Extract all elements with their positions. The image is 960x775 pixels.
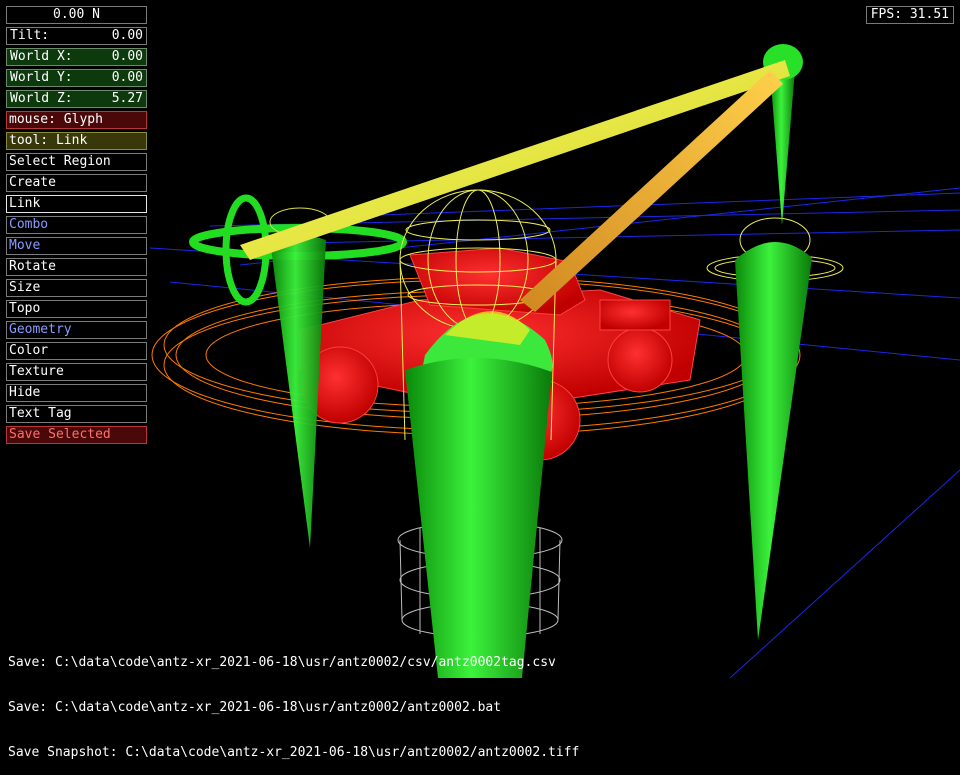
tilt-label: Tilt: bbox=[10, 28, 50, 43]
3d-viewport[interactable] bbox=[0, 0, 960, 678]
green-center-glyph bbox=[405, 311, 553, 678]
world-x-label: World X: bbox=[10, 49, 73, 64]
menu-hide[interactable]: Hide bbox=[6, 384, 147, 402]
menu-link[interactable]: Link bbox=[6, 195, 147, 213]
console-log: Save: C:\data\code\antz-xr_2021-06-18\us… bbox=[8, 625, 579, 775]
menu-move[interactable]: Move bbox=[6, 237, 147, 255]
console-line: Save: C:\data\code\antz-xr_2021-06-18\us… bbox=[8, 655, 556, 670]
menu-rotate[interactable]: Rotate bbox=[6, 258, 147, 276]
menu-create[interactable]: Create bbox=[6, 174, 147, 192]
world-y-label: World Y: bbox=[10, 70, 73, 85]
menu-size[interactable]: Size bbox=[6, 279, 147, 297]
menu-combo[interactable]: Combo bbox=[6, 216, 147, 234]
world-y-value: 0.00 bbox=[111, 70, 143, 85]
world-x-value: 0.00 bbox=[111, 49, 143, 64]
hud-panel: 0.00 N Tilt: 0.00 World X: 0.00 World Y:… bbox=[6, 6, 147, 447]
world-x-readout: World X: 0.00 bbox=[6, 48, 147, 66]
world-z-readout: World Z: 5.27 bbox=[6, 90, 147, 108]
menu-texture[interactable]: Texture bbox=[6, 363, 147, 381]
force-readout: 0.00 N bbox=[6, 6, 147, 24]
menu-save-selected[interactable]: Save Selected bbox=[6, 426, 147, 444]
menu-topo[interactable]: Topo bbox=[6, 300, 147, 318]
link-rods bbox=[240, 60, 790, 312]
console-line: Save: C:\data\code\antz-xr_2021-06-18\us… bbox=[8, 700, 502, 715]
wire-glyph-bottom bbox=[397, 521, 563, 638]
menu-text-tag[interactable]: Text Tag bbox=[6, 405, 147, 423]
tool-mode-button[interactable]: tool: Link bbox=[6, 132, 147, 150]
mouse-mode-button[interactable]: mouse: Glyph bbox=[6, 111, 147, 129]
menu-select-region[interactable]: Select Region bbox=[6, 153, 147, 171]
menu-color[interactable]: Color bbox=[6, 342, 147, 360]
fps-counter: FPS: 31.51 bbox=[865, 6, 954, 24]
world-z-value: 5.27 bbox=[111, 91, 143, 106]
world-z-label: World Z: bbox=[10, 91, 73, 106]
menu-geometry[interactable]: Geometry bbox=[6, 321, 147, 339]
green-cone-left bbox=[270, 235, 326, 548]
tilt-readout: Tilt: 0.00 bbox=[6, 27, 147, 45]
console-line: Save Snapshot: C:\data\code\antz-xr_2021… bbox=[8, 745, 580, 760]
world-y-readout: World Y: 0.00 bbox=[6, 69, 147, 87]
tilt-value: 0.00 bbox=[111, 28, 143, 43]
